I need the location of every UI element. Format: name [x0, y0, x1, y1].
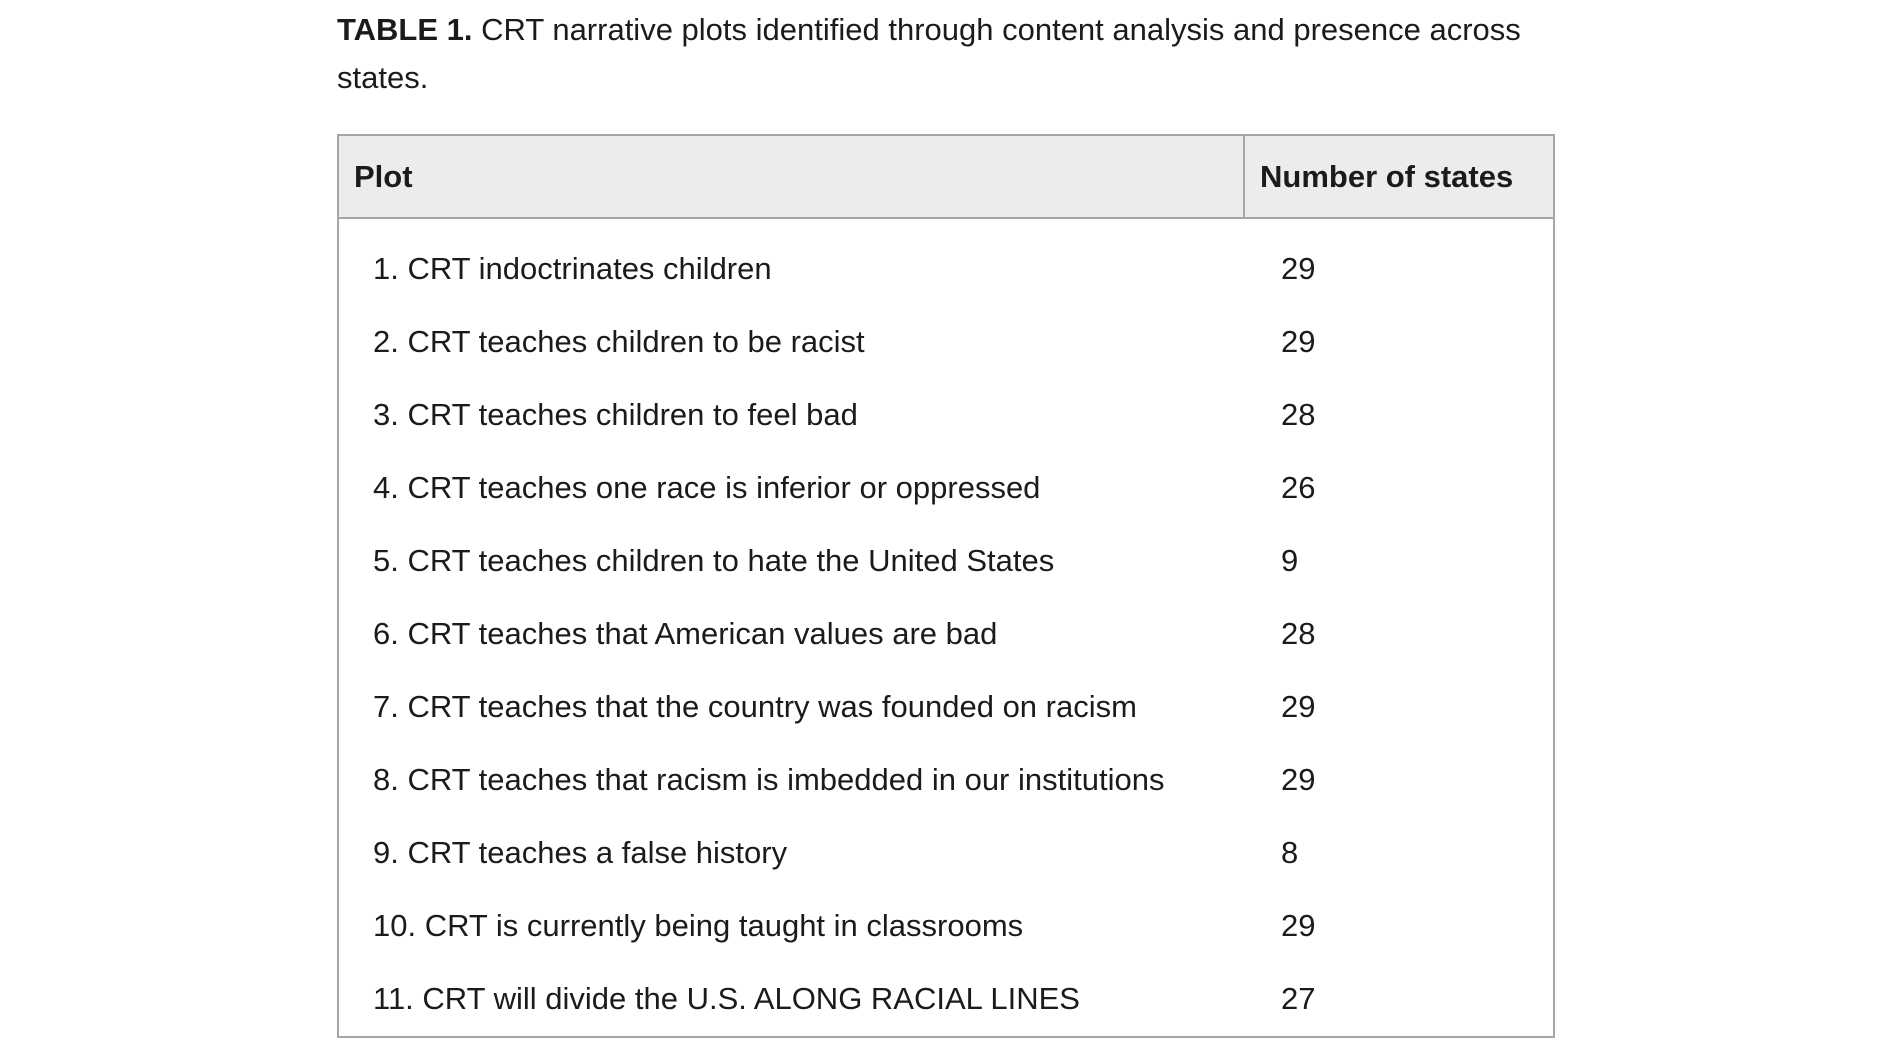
table-row: 6. CRT teaches that American values are … — [338, 598, 1554, 671]
table-header: Plot Number of states — [337, 134, 1555, 219]
table-row: 4. CRT teaches one race is inferior or o… — [338, 452, 1554, 525]
table-row: 10. CRT is currently being taught in cla… — [338, 890, 1554, 963]
states-count-cell: 29 — [1281, 908, 1316, 943]
plot-cell: 2. CRT teaches children to be racist — [373, 324, 865, 359]
crt-plots-table: Plot Number of states 1. CRT indoctrinat… — [337, 134, 1555, 1038]
plot-cell: 4. CRT teaches one race is inferior or o… — [373, 470, 1041, 505]
column-header-number-of-states: Number of states — [1243, 134, 1555, 219]
states-count-cell: 9 — [1281, 543, 1299, 578]
table-row: 1. CRT indoctrinates children 29 — [338, 218, 1554, 306]
states-count-cell: 28 — [1281, 397, 1316, 432]
plot-cell: 6. CRT teaches that American values are … — [373, 616, 998, 651]
table-row: 8. CRT teaches that racism is imbedded i… — [338, 744, 1554, 817]
table-row: 3. CRT teaches children to feel bad 28 — [338, 379, 1554, 452]
table-row: 2. CRT teaches children to be racist 29 — [338, 306, 1554, 379]
plot-cell: 1. CRT indoctrinates children — [373, 251, 772, 286]
table-row: 9. CRT teaches a false history 8 — [338, 817, 1554, 890]
table-row: 5. CRT teaches children to hate the Unit… — [338, 525, 1554, 598]
plot-cell: 9. CRT teaches a false history — [373, 835, 788, 870]
table-figure: TABLE 1. CRT narrative plots identified … — [337, 0, 1555, 1038]
states-count-cell: 28 — [1281, 616, 1316, 651]
table-body: 1. CRT indoctrinates children 29 2. CRT te… — [338, 218, 1554, 1037]
states-count-cell: 29 — [1281, 251, 1316, 286]
states-count-cell: 26 — [1281, 470, 1316, 505]
plot-cell: 7. CRT teaches that the country was foun… — [373, 689, 1137, 724]
states-count-cell: 29 — [1281, 689, 1316, 724]
states-count-cell: 27 — [1281, 981, 1316, 1016]
header-row: Plot Number of states — [337, 134, 1555, 219]
plot-cell: 5. CRT teaches children to hate the Unit… — [373, 543, 1055, 578]
plot-cell: 3. CRT teaches children to feel bad — [373, 397, 858, 432]
states-count-cell: 29 — [1281, 324, 1316, 359]
plot-cell: 10. CRT is currently being taught in cla… — [373, 908, 1024, 943]
plot-cell: 8. CRT teaches that racism is imbedded i… — [373, 762, 1165, 797]
table-row: 11. CRT will divide the U.S. ALONG RACIA… — [338, 963, 1554, 1037]
states-count-cell: 29 — [1281, 762, 1316, 797]
table-caption-label: TABLE 1. — [337, 12, 473, 47]
table-caption: TABLE 1. CRT narrative plots identified … — [337, 6, 1553, 102]
column-header-plot: Plot — [337, 134, 1245, 219]
table-caption-text: CRT narrative plots identified through c… — [337, 12, 1521, 95]
plot-cell: 11. CRT will divide the U.S. ALONG RACIA… — [373, 981, 1080, 1016]
states-count-cell: 8 — [1281, 835, 1299, 870]
table-row: 7. CRT teaches that the country was foun… — [338, 671, 1554, 744]
